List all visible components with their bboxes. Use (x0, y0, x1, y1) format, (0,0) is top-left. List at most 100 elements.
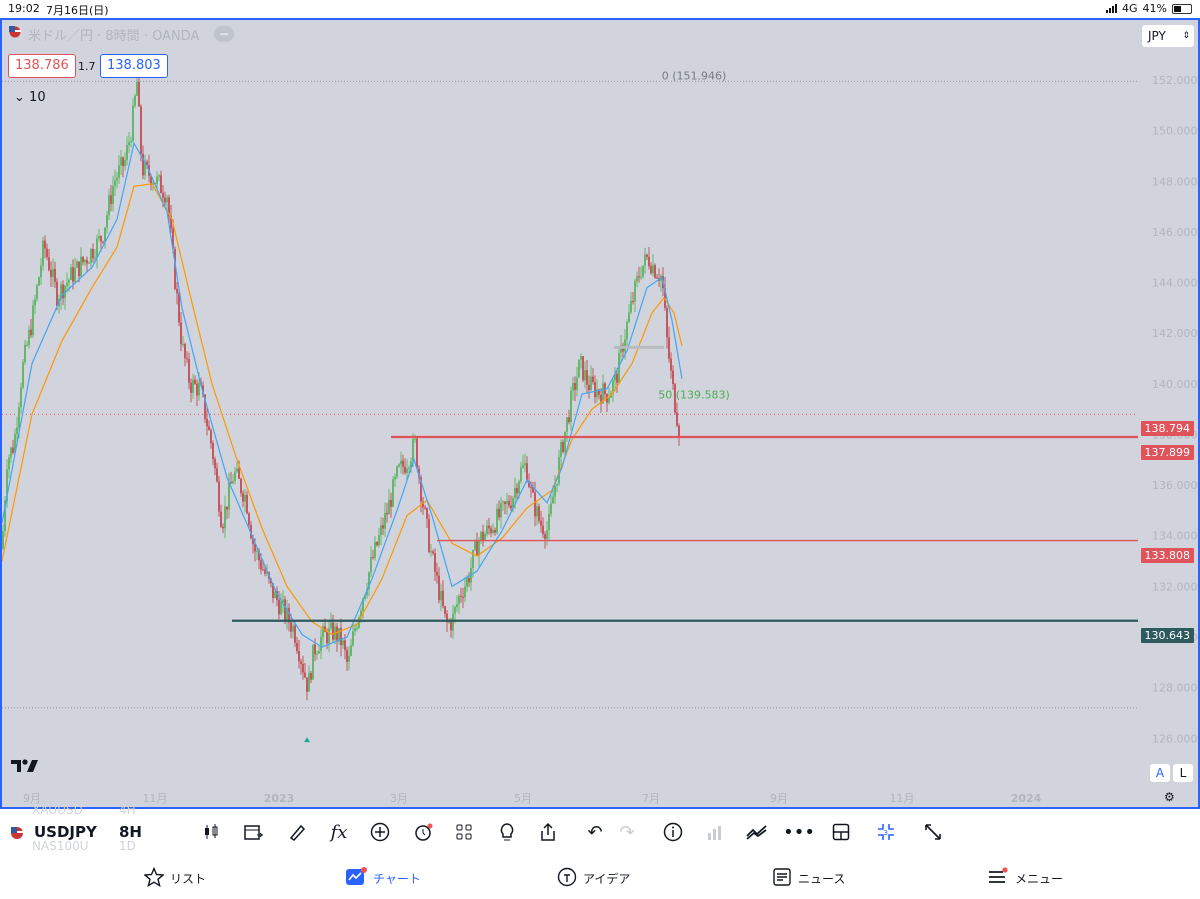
fullscreen-exit-icon[interactable]: 3 (873, 819, 899, 845)
candle-body (510, 505, 512, 509)
candle-body (234, 471, 236, 482)
log-scale-button[interactable]: L (1173, 764, 1193, 782)
spread-label: 1.7 (78, 60, 96, 73)
more-icon[interactable]: ••• (783, 821, 815, 843)
candle-body (310, 672, 312, 680)
candle-body (216, 468, 218, 482)
status-bar: 19:02 7月16日(日) 4G 41% (0, 0, 1200, 18)
candle-body (348, 655, 350, 662)
candle-body (298, 651, 300, 662)
tab-ideas[interactable]: アイデア (557, 867, 630, 890)
candle-body (272, 583, 274, 599)
candle-body (312, 644, 314, 680)
candle-body (486, 525, 488, 534)
status-indicators: 4G 41% (1106, 2, 1192, 15)
tab-news[interactable]: ニュース (772, 867, 845, 890)
settings-gear-icon[interactable]: ⚙ (1164, 790, 1175, 804)
candle-body (290, 622, 292, 632)
candle-body (116, 177, 118, 181)
tab-chart[interactable]: チャート (345, 867, 421, 890)
candle-body (454, 607, 456, 614)
candle-body (174, 248, 176, 289)
compare-icon[interactable] (744, 819, 770, 845)
candle-body (84, 259, 86, 263)
symbol-button[interactable]: USDJPY (34, 823, 97, 841)
volume-icon[interactable] (702, 819, 728, 845)
redo-icon[interactable]: ↷ (619, 821, 635, 843)
candle-body (80, 256, 82, 277)
share-icon[interactable] (535, 819, 561, 845)
layouts-icon[interactable] (451, 819, 477, 845)
tab-menu[interactable]: メニュー (987, 867, 1063, 890)
add-icon[interactable] (367, 819, 393, 845)
candle-body (524, 463, 526, 466)
candle-body (254, 544, 256, 552)
candle-body (540, 520, 542, 526)
candle-body (320, 637, 322, 652)
candle-body (438, 575, 440, 601)
chart-panel[interactable]: 152.000 150.000 148.000 146.000 144.000 142.0… (0, 18, 1200, 809)
collapse-legend-button[interactable]: − (214, 26, 234, 42)
layout-icon[interactable] (828, 819, 854, 845)
buy-price-button[interactable]: 138.803 (100, 54, 168, 78)
candle-body (554, 485, 556, 497)
candle-body (472, 549, 474, 569)
candle-body (144, 161, 146, 176)
calendar-icon[interactable] (241, 819, 267, 845)
candle-body (130, 140, 132, 143)
tab-list[interactable]: リスト (143, 866, 206, 890)
expand-icon[interactable] (920, 819, 946, 845)
indicator-toggle[interactable]: ⌄ 10 (14, 90, 46, 105)
candle-body (654, 265, 656, 278)
timeframe-button[interactable]: 8H (119, 823, 142, 841)
currency-select[interactable]: JPY ⇕ (1142, 25, 1194, 47)
candle-body (180, 322, 182, 345)
candle-body (442, 590, 444, 607)
candle-body (230, 482, 232, 484)
candle-body (362, 598, 364, 611)
candle-body (142, 153, 144, 176)
sell-price-button[interactable]: 138.786 (8, 54, 76, 78)
auto-scale-button[interactable]: A (1150, 764, 1170, 782)
chart-title[interactable]: 米ドル／円 · 8時間 · OANDA (28, 29, 200, 44)
candle-body (196, 383, 198, 396)
tab-menu-label: メニュー (1015, 872, 1064, 886)
candle-body (652, 265, 654, 274)
candle-body (164, 197, 166, 203)
candle-body (206, 418, 208, 427)
ideas-icon[interactable] (494, 819, 520, 845)
price-chart[interactable]: 152.000 150.000 148.000 146.000 144.000 142.0… (2, 20, 1198, 807)
info-icon[interactable] (660, 819, 686, 845)
candle-body (78, 261, 80, 277)
candle-body (500, 502, 502, 518)
candle-body (256, 551, 258, 553)
chart-icon (345, 867, 367, 890)
candle-body (608, 397, 610, 403)
candle-body (250, 524, 252, 539)
candles-icon[interactable] (198, 819, 224, 845)
candle-body (274, 591, 276, 599)
level-tag-133808: 133.808 (1140, 548, 1194, 563)
indicators-icon[interactable]: fx (330, 821, 348, 843)
candle-body (568, 417, 570, 423)
candle-body (44, 240, 46, 249)
draw-icon[interactable] (284, 819, 310, 845)
candle-body (284, 599, 286, 620)
alert-icon[interactable] (410, 819, 436, 845)
candle-body (672, 370, 674, 385)
candle-body (160, 175, 162, 194)
candle-body (122, 157, 124, 167)
candle-body (416, 438, 418, 469)
battery-label: 41% (1142, 2, 1167, 15)
candle-body (372, 557, 374, 559)
candle-body (114, 180, 116, 186)
network-label: 4G (1122, 2, 1138, 15)
candle-body (322, 626, 324, 638)
candle-body (396, 466, 398, 477)
signal-icon (1106, 4, 1118, 13)
candle-body (242, 493, 244, 502)
candle-body (556, 483, 558, 486)
candle-body (544, 534, 546, 539)
undo-icon[interactable]: ↶ (587, 821, 603, 843)
candle-body (238, 468, 240, 479)
